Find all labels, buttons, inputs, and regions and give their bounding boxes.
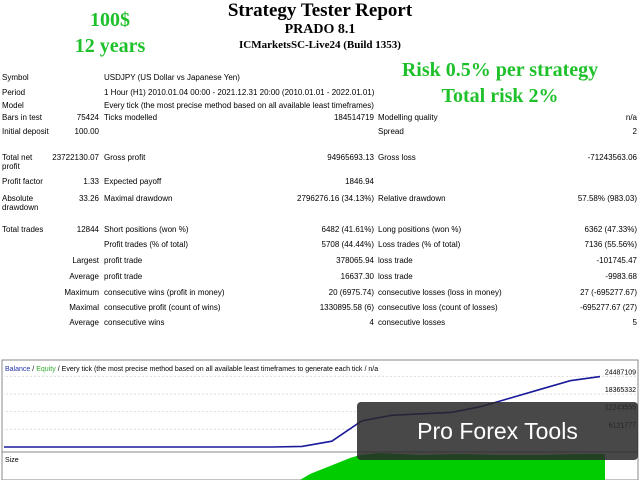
table-cell: Maximum [64, 288, 99, 297]
table-cell: profit trade [104, 272, 143, 281]
promo-risk: Risk 0.5% per strategy [401, 59, 599, 81]
table-cell: -695277.67 (27) [580, 303, 637, 312]
promo-total-risk: Total risk 2% [441, 85, 559, 107]
table-cell: 16637.30 [340, 272, 374, 281]
legend-quality: n/a [368, 366, 378, 373]
table-cell: Symbol [2, 73, 29, 82]
legend-balance: Balance [5, 366, 30, 373]
table-cell: consecutive loss (count of losses) [378, 303, 498, 312]
table-cell: 57.58% (983.03) [577, 194, 637, 203]
table-cell: 1330895.58 (6) [319, 303, 374, 312]
watermark: Pro Forex Tools [357, 402, 638, 460]
table-cell: 75424 [76, 113, 99, 122]
table-cell: Long positions (won %) [378, 225, 462, 234]
table-cell: Maximal drawdown [104, 194, 173, 203]
table-cell: Maximal [69, 303, 99, 312]
table-cell: Largest [72, 256, 99, 265]
table-cell: 6362 (47.33%) [584, 225, 637, 234]
balance-line [4, 375, 601, 448]
legend-model: Every tick (the most precise method base… [62, 366, 363, 373]
table-cell: 5708 (44.44%) [321, 240, 374, 249]
table-cell: 100.00 [74, 127, 99, 136]
table-cell: 7136 (55.56%) [584, 240, 637, 249]
table-cell: Initial deposit [2, 127, 49, 136]
table-cell: 27 (-695277.67) [580, 288, 637, 297]
table-cell: Spread [378, 127, 404, 136]
table-cell: 1846.94 [345, 177, 374, 186]
table-cell: 33.26 [78, 194, 99, 203]
promo-deposit: 100$ [90, 9, 130, 31]
table-cell: Every tick (the most precise method base… [104, 101, 374, 110]
y-tick-label: 18365332 [605, 387, 636, 394]
chart-legend: Balance / Equity / Every tick (the most prec… [5, 366, 378, 373]
table-cell: Gross loss [378, 153, 416, 162]
table-cell: Average [69, 272, 99, 281]
table-cell: 5 [632, 318, 637, 327]
table-cell: Period [2, 88, 26, 97]
size-label: Size [5, 457, 19, 464]
table-cell: USDJPY (US Dollar vs Japanese Yen) [104, 73, 240, 82]
table-cell: 20 (6975.74) [328, 288, 374, 297]
table-cell: Ticks modelled [104, 113, 158, 122]
table-cell: 4 [369, 318, 374, 327]
table-cell: Model [2, 101, 24, 110]
table-cell: 23722130.07 [52, 153, 99, 162]
promo-years: 12 years [74, 35, 146, 57]
table-cell: -101745.47 [596, 256, 637, 265]
table-cell: Profit trades (% of total) [104, 240, 189, 249]
table-cell: Absolute drawdown [2, 194, 39, 212]
legend-equity: Equity [36, 366, 56, 373]
table-cell: -9983.68 [605, 272, 637, 281]
table-cell: 2 [632, 127, 637, 136]
table-cell: Gross profit [104, 153, 146, 162]
table-cell: Short positions (won %) [104, 225, 189, 234]
table-cell: Total trades [2, 225, 44, 234]
table-cell: Bars in test [2, 113, 43, 122]
table-cell: 2796276.16 (34.13%) [297, 194, 374, 203]
table-cell: 1.33 [83, 177, 99, 186]
table-cell: -71243563.06 [587, 153, 637, 162]
expert-name: PRADO 8.1 [284, 22, 356, 37]
table-cell: consecutive wins [104, 318, 165, 327]
server-name: ICMarketsSC-Live24 (Build 1353) [239, 39, 401, 51]
table-cell: 378065.94 [336, 256, 374, 265]
table-cell: Expected payoff [104, 177, 162, 186]
table-cell: 184514719 [333, 113, 374, 122]
table-cell: 1 Hour (H1) 2010.01.04 00:00 - 2021.12.3… [104, 88, 375, 97]
table-cell: profit trade [104, 256, 143, 265]
table-cell: consecutive losses [378, 318, 446, 327]
table-cell: 6482 (41.61%) [321, 225, 374, 234]
table-cell: Total net profit [2, 153, 33, 171]
table-cell: loss trade [378, 256, 413, 265]
y-tick-label: 24487109 [605, 369, 636, 376]
table-cell: 94965693.13 [327, 153, 374, 162]
table-cell: Profit factor [2, 177, 43, 186]
table-cell: 12844 [76, 225, 99, 234]
table-cell: consecutive profit (count of wins) [104, 303, 221, 312]
table-cell: Average [69, 318, 99, 327]
table-cell: Modelling quality [378, 113, 438, 122]
table-cell: Relative drawdown [378, 194, 446, 203]
table-cell: consecutive wins (profit in money) [104, 288, 225, 297]
report-table: Symbol USDJPY (US Dollar vs Japanese Yen)… [2, 73, 637, 327]
report-title: Strategy Tester Report [227, 0, 413, 21]
table-cell: loss trade [378, 272, 413, 281]
table-cell: Loss trades (% of total) [378, 240, 461, 249]
table-cell: n/a [625, 113, 637, 122]
table-cell: consecutive losses (loss in money) [378, 288, 502, 297]
